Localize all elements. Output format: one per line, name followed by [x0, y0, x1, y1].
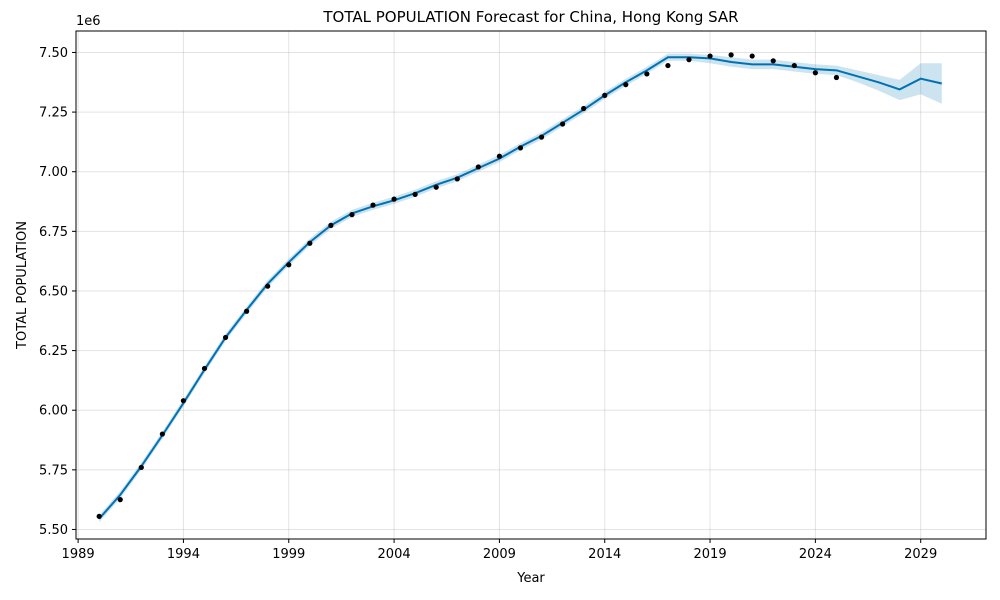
- x-tick-label: 1994: [167, 547, 200, 562]
- observed-point: [433, 184, 439, 190]
- y-tick-label: 5.75: [39, 463, 68, 478]
- x-tick-label: 2014: [588, 547, 621, 562]
- y-tick-label: 5.50: [39, 523, 68, 538]
- observed-point: [222, 334, 229, 341]
- x-tick-label: 1999: [272, 547, 305, 562]
- observed-point: [244, 308, 250, 314]
- observed-point: [496, 153, 502, 159]
- observed-point: [328, 222, 334, 228]
- observed-point: [370, 202, 376, 208]
- observed-point: [454, 176, 460, 182]
- observed-points: [96, 52, 840, 519]
- observed-point: [201, 365, 208, 372]
- grid-layer: [76, 31, 986, 539]
- observed-point: [686, 57, 692, 63]
- x-tick-label: 2019: [694, 547, 727, 562]
- observed-point: [833, 74, 840, 81]
- observed-point: [581, 105, 587, 112]
- x-axis-label: Year: [516, 571, 545, 586]
- observed-point: [96, 513, 102, 519]
- y-tick-label: 6.50: [39, 284, 68, 299]
- y-axis-label: TOTAL POPULATION: [15, 221, 30, 350]
- observed-point: [812, 70, 818, 76]
- observed-point: [180, 398, 187, 404]
- observed-point: [602, 92, 608, 98]
- observed-point: [391, 196, 397, 202]
- observed-point: [791, 62, 797, 69]
- observed-point: [349, 212, 355, 218]
- y-tick-label: 6.25: [39, 344, 68, 359]
- observed-point: [749, 53, 755, 59]
- observed-point: [265, 283, 271, 289]
- observed-point: [117, 497, 123, 503]
- plot-frame: [75, 30, 987, 540]
- y-tick-label: 7.25: [39, 106, 68, 121]
- observed-point: [644, 71, 650, 77]
- observed-point: [286, 262, 292, 268]
- y-tick-label: 6.75: [39, 225, 68, 240]
- x-tick-label: 1989: [62, 547, 95, 562]
- chart-title: TOTAL POPULATION Forecast for China, Hon…: [322, 8, 738, 26]
- x-tick-label: 2009: [483, 547, 516, 562]
- observed-point: [560, 121, 566, 127]
- x-tick-label: 2024: [799, 547, 832, 562]
- observed-point: [517, 145, 524, 151]
- observed-point: [307, 240, 313, 246]
- observed-point: [623, 82, 629, 88]
- y-multiplier-label: 1e6: [76, 14, 101, 29]
- observed-point: [538, 134, 545, 140]
- observed-point: [665, 62, 671, 69]
- observed-point: [475, 164, 481, 170]
- x-tick-label: 2004: [378, 547, 411, 562]
- observed-point: [159, 431, 165, 437]
- observed-point: [770, 58, 776, 64]
- observed-point: [138, 464, 144, 471]
- observed-point: [728, 52, 734, 58]
- x-tick-label: 2029: [904, 547, 937, 562]
- x-axis: 1989 1994 1999 2004 2009 2014 2019 2024 2029: [62, 539, 937, 562]
- y-tick-label: 7.50: [39, 46, 68, 61]
- y-tick-label: 7.00: [39, 165, 68, 180]
- y-axis: 5.50 5.75 6.00 6.25 6.50 6.75 7.00 7.25 7.50: [39, 46, 76, 538]
- observed-point: [412, 191, 418, 197]
- observed-point: [707, 53, 713, 59]
- y-tick-label: 6.00: [39, 404, 68, 419]
